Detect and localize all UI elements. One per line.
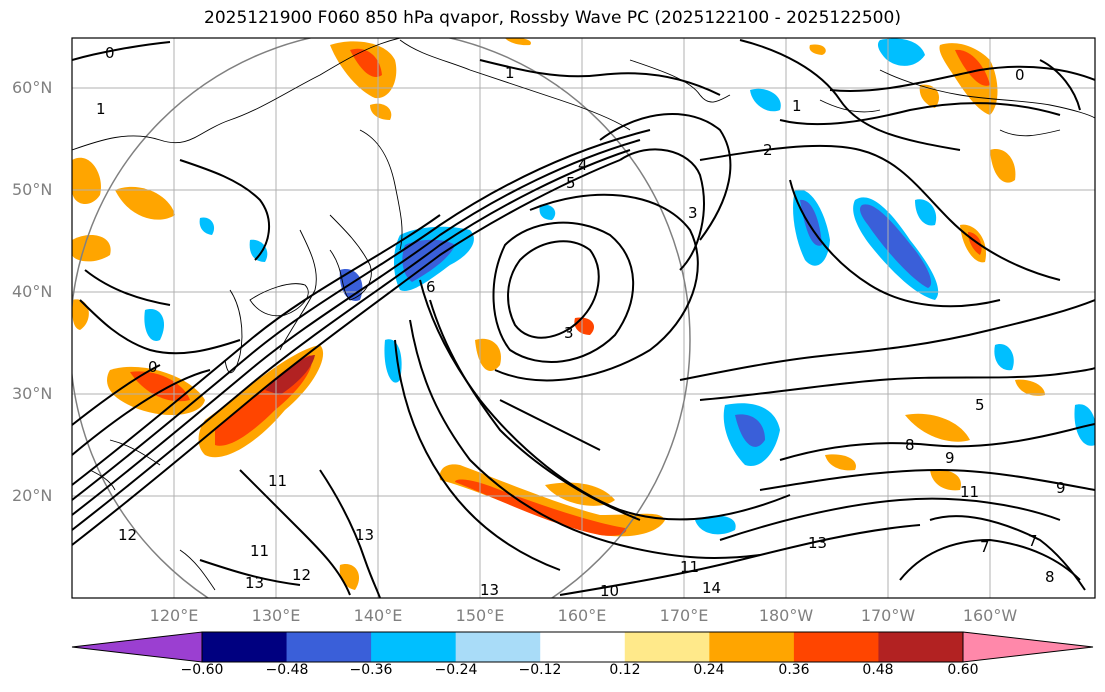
lat-label: 50°N	[12, 180, 53, 199]
lat-label: 60°N	[12, 78, 53, 97]
contour-label: 13	[480, 581, 499, 599]
contour-label: 11	[960, 483, 979, 501]
contour-label: 3	[688, 204, 698, 222]
colorbar-tick: −0.24	[434, 662, 478, 678]
colorbar-tick: −0.48	[265, 662, 309, 678]
colorbar-tick: 0.12	[609, 662, 641, 678]
contour-label: 0	[1015, 66, 1025, 84]
contour-label: 7	[980, 538, 990, 556]
lat-label: 20°N	[12, 486, 53, 505]
colorbar-tick: 0.60	[947, 662, 979, 678]
contour-label: 6	[426, 278, 436, 296]
lat-label: 40°N	[12, 282, 53, 301]
colorbar-tick: 0.36	[778, 662, 810, 678]
colorbar	[71, 631, 1094, 663]
colorbar-extend-min	[71, 631, 203, 663]
contour-lines	[72, 39, 1095, 598]
contour-label: 8	[1045, 568, 1055, 586]
contour-label: 5	[975, 396, 985, 414]
colorbar-tick: −0.36	[349, 662, 393, 678]
contour-label: 1	[96, 100, 106, 118]
colorbar-tick: 0.48	[862, 662, 894, 678]
colorbar-segment	[202, 632, 288, 662]
contour-label: 13	[245, 574, 264, 592]
colorbar-segment	[793, 632, 879, 662]
contour-label: 0	[148, 358, 158, 376]
colorbar-segment	[540, 632, 626, 662]
colorbar-segment	[371, 632, 457, 662]
contour-label: 3	[564, 324, 574, 342]
contour-label: 1	[505, 64, 515, 82]
lon-label: 130°E	[251, 606, 301, 625]
contour-label: 12	[118, 526, 137, 544]
colorbar-segment	[878, 632, 964, 662]
contour-label: 9	[945, 449, 955, 467]
contour-labels: 0 1 1 1 2 3 3 4 5 5 6 7 7 8 8 9 9 10 11 …	[96, 44, 1066, 600]
colorbar-segment	[455, 632, 541, 662]
contour-label: 5	[566, 174, 576, 192]
contour-label: 11	[250, 542, 269, 560]
contour-label: 1	[792, 97, 802, 115]
range-circle	[72, 38, 691, 598]
contour-label: 2	[763, 141, 773, 159]
contour-label: 9	[1056, 479, 1066, 497]
lon-label: 180°W	[758, 606, 814, 625]
contour-label: 14	[702, 579, 721, 597]
lat-label: 30°N	[12, 384, 53, 403]
lon-label: 160°W	[962, 606, 1018, 625]
contour-label: 12	[292, 566, 311, 584]
colorbar-segment	[286, 632, 372, 662]
colorbar-tick: −0.60	[180, 662, 224, 678]
contour-label: 7	[1028, 532, 1038, 550]
contour-label: 13	[355, 526, 374, 544]
lon-label: 140°E	[353, 606, 403, 625]
contour-label: 11	[268, 472, 287, 490]
colorbar-segment	[624, 632, 710, 662]
lon-label: 160°E	[557, 606, 607, 625]
colorbar-tick: −0.12	[518, 662, 562, 678]
contour-label: 10	[600, 582, 619, 600]
map-title: 2025121900 F060 850 hPa qvapor, Rossby W…	[204, 8, 901, 28]
colorbar-tick: 0.24	[693, 662, 725, 678]
colorbar-extend-max	[962, 631, 1094, 663]
lon-label: 150°E	[455, 606, 505, 625]
contour-label: 11	[680, 558, 699, 576]
lon-label: 170°E	[659, 606, 709, 625]
contour-label: 13	[808, 534, 827, 552]
lon-label: 120°E	[149, 606, 199, 625]
colorbar-segment	[709, 632, 795, 662]
contour-label: 8	[905, 436, 915, 454]
lon-label: 170°W	[860, 606, 916, 625]
contour-label: 4	[578, 156, 588, 174]
gridlines	[72, 38, 1095, 598]
contour-label: 0	[105, 44, 115, 62]
